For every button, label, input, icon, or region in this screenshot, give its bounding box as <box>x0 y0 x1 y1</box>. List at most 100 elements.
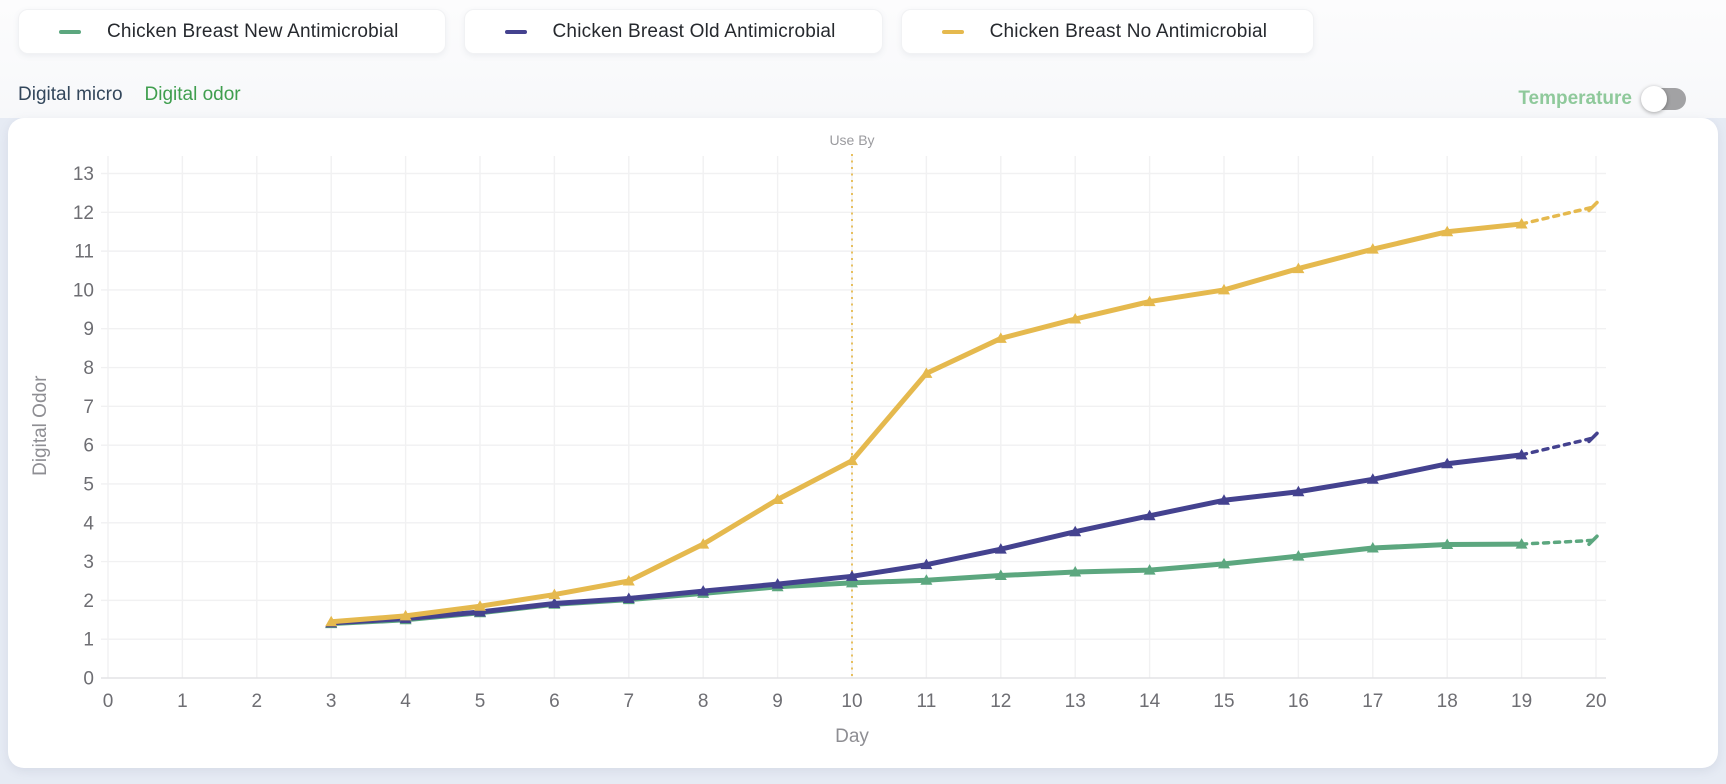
temperature-toggle-control[interactable]: Temperature <box>1518 86 1686 112</box>
legend-dash-icon <box>941 29 964 34</box>
x-axis-title: Day <box>835 726 869 747</box>
x-axis-tick-label: 12 <box>990 691 1011 712</box>
data-point-marker <box>548 588 561 600</box>
x-axis-tick-label: 5 <box>475 691 486 712</box>
data-point-marker <box>1441 225 1454 237</box>
data-point-marker <box>1366 541 1379 553</box>
legend-item[interactable]: Chicken Breast No Antimicrobial <box>900 9 1315 54</box>
data-point-marker <box>1069 525 1082 537</box>
data-point-marker <box>325 615 338 627</box>
series-projection-line <box>1519 204 1598 226</box>
data-point-marker <box>1292 485 1305 497</box>
data-point-marker <box>1143 509 1156 521</box>
x-axis-tick-label: 8 <box>698 691 709 712</box>
y-axis-tick-label: 10 <box>73 280 94 301</box>
data-point-marker <box>1069 566 1082 577</box>
use-by-label: Use By <box>829 132 874 148</box>
series-projection-line <box>1519 435 1598 457</box>
x-axis-tick-label: 13 <box>1065 691 1086 712</box>
y-axis-tick-label: 9 <box>83 319 94 340</box>
data-point-marker <box>622 592 635 603</box>
y-axis-tick-label: 3 <box>83 552 94 573</box>
y-axis-title: Digital Odor <box>30 375 51 476</box>
legend-item[interactable]: Chicken Breast Old Antimicrobial <box>463 9 883 54</box>
legend-item-label: Chicken Breast Old Antimicrobial <box>552 20 836 42</box>
x-axis-tick-label: 0 <box>103 691 114 712</box>
x-axis-tick-label: 3 <box>326 691 337 712</box>
temperature-switch-knob[interactable] <box>1641 86 1667 112</box>
x-axis-tick-label: 16 <box>1288 691 1309 712</box>
x-axis-tick-label: 17 <box>1362 691 1383 712</box>
x-axis-tick-label: 9 <box>772 691 783 712</box>
data-point-marker <box>548 597 561 608</box>
data-point-marker <box>994 569 1007 581</box>
data-point-marker <box>994 332 1007 343</box>
data-point-marker <box>474 600 486 611</box>
data-point-marker <box>1069 313 1082 324</box>
legend-item-label: Chicken Breast No Antimicrobial <box>989 20 1268 42</box>
line-chart-canvas: 0 1 2 3 4 5 6 7 8 9 10 11 12 13 14 15 16 17 18 19 2001234567… <box>30 132 1607 747</box>
data-point-marker <box>697 585 710 596</box>
legend-item[interactable]: Chicken Breast New Antimicrobial <box>18 9 446 54</box>
series-projection-line <box>1519 538 1598 546</box>
y-axis-tick-label: 1 <box>83 630 94 651</box>
data-point-marker <box>1441 538 1454 550</box>
x-axis-tick-label: 20 <box>1585 691 1606 712</box>
x-axis-tick-label: 15 <box>1213 691 1234 712</box>
data-point-marker <box>1515 538 1528 549</box>
data-point-marker <box>622 574 635 586</box>
data-point-marker <box>1515 217 1528 229</box>
x-axis-tick-label: 4 <box>400 691 411 712</box>
data-point-marker <box>1366 473 1379 484</box>
data-point-marker <box>1515 448 1528 460</box>
data-point-marker <box>846 570 858 581</box>
series-projection-end-tick <box>1587 534 1599 546</box>
x-axis-tick-label: 11 <box>917 691 937 712</box>
data-point-marker <box>1292 262 1305 274</box>
chart-card: 0 1 2 3 4 5 6 7 8 9 10 11 12 13 14 15 16 17 18 19 20 0 1 2 3 4 5 6 7… <box>8 118 1718 768</box>
x-axis-tick-label: 19 <box>1511 691 1532 712</box>
legend-dash-icon <box>504 29 527 34</box>
chart-legend: Chicken Breast New Antimicrobial Chicken … <box>18 9 1315 54</box>
y-axis-tick-label: 12 <box>73 203 94 224</box>
data-point-marker <box>1143 295 1156 307</box>
data-point-marker <box>697 538 710 549</box>
data-point-marker <box>1143 564 1156 575</box>
legend-dash-icon <box>59 29 81 34</box>
x-axis-tick-label: 18 <box>1437 691 1458 712</box>
data-point-marker <box>1441 457 1454 469</box>
data-point-marker <box>1292 550 1305 561</box>
data-point-marker <box>771 578 784 589</box>
y-axis-tick-label: 11 <box>74 242 94 263</box>
series-projection-end-tick <box>1587 200 1599 213</box>
x-axis-tick-label: 14 <box>1139 691 1161 712</box>
header-area: Chicken Breast New Antimicrobial Chicken … <box>0 0 1726 125</box>
data-point-marker <box>994 543 1007 554</box>
temperature-label: Temperature <box>1518 88 1632 109</box>
data-point-marker <box>1218 283 1230 295</box>
data-point-marker <box>920 574 933 585</box>
y-axis-tick-label: 0 <box>83 669 94 690</box>
y-axis-tick-label: 5 <box>83 474 94 495</box>
x-axis-tick-label: 2 <box>252 691 263 712</box>
y-axis-tick-label: 6 <box>83 436 94 457</box>
y-axis-tick-label: 7 <box>83 397 94 418</box>
y-axis-tick-label: 8 <box>83 358 94 379</box>
data-point-marker <box>1218 557 1230 569</box>
data-point-marker <box>1218 494 1230 505</box>
data-point-marker <box>771 493 784 504</box>
y-axis-tick-label: 2 <box>83 591 94 612</box>
data-point-marker <box>920 367 933 378</box>
data-point-marker <box>399 609 412 621</box>
data-point-marker <box>846 454 858 466</box>
data-point-marker <box>846 576 858 588</box>
tab-digital-micro[interactable]: Digital micro <box>18 84 123 105</box>
y-axis-tick-label: 13 <box>73 164 94 185</box>
x-axis-tick-label: 10 <box>841 691 862 712</box>
series-projection-end-tick <box>1587 431 1599 444</box>
data-point-marker <box>1366 243 1379 254</box>
data-point-marker <box>474 606 486 617</box>
y-axis-tick-label: 4 <box>83 513 94 534</box>
temperature-switch[interactable] <box>1641 86 1686 112</box>
